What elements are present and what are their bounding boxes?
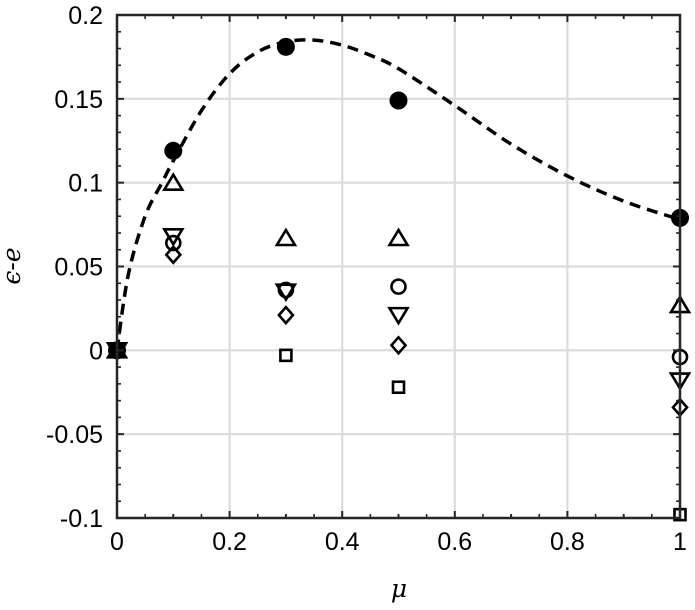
diamond-point: [164, 244, 183, 265]
triangle-up-point: [162, 172, 185, 191]
diamond-point: [389, 335, 408, 356]
open-circle-point: [390, 278, 407, 295]
y-axis-label: ϵ-e: [0, 247, 26, 284]
x-tick-label: 0.8: [550, 528, 585, 556]
y-tick-label: 0.1: [68, 170, 103, 198]
tick-marks: [116, 14, 681, 519]
triangle-down-point: [274, 283, 298, 303]
x-tick-label: 0.6: [437, 528, 472, 556]
open-circle-point: [277, 281, 295, 299]
dashed-fit-curve: [115, 38, 681, 351]
x-tick-label: 0.4: [325, 528, 360, 556]
y-tick-labels: -0.1 -0.05 0 0.05 0.1 0.15 0.2: [46, 2, 103, 533]
x-tick-label: 1: [673, 528, 687, 556]
diamond-point: [277, 305, 295, 326]
open-circle-point: [165, 234, 182, 252]
y-tick-label: 0: [89, 337, 103, 365]
data-points: [105, 37, 692, 522]
grid-lines: [115, 13, 682, 520]
y-tick-label: -0.05: [46, 421, 103, 449]
triangle-up-point: [274, 227, 298, 247]
filled-circle-point: [389, 91, 408, 110]
filled-circle-point: [276, 37, 295, 56]
x-tick-label: 0: [110, 528, 124, 556]
y-tick-label: 0.05: [54, 254, 103, 282]
x-axis-label: μ: [391, 574, 407, 603]
triangle-down-point: [387, 306, 410, 326]
y-tick-label: -0.1: [60, 505, 103, 533]
x-tick-label: 0.2: [212, 528, 247, 556]
square-point: [279, 348, 293, 363]
y-tick-label: 0.15: [54, 86, 103, 114]
x-tick-labels: 0 0.2 0.4 0.6 0.8 1: [110, 528, 687, 556]
square-point: [391, 380, 406, 395]
triangle-up-point: [387, 227, 410, 247]
curve-layer: [115, 38, 681, 351]
y-tick-label: 0.2: [68, 2, 103, 30]
filled-circle-point: [164, 141, 183, 160]
